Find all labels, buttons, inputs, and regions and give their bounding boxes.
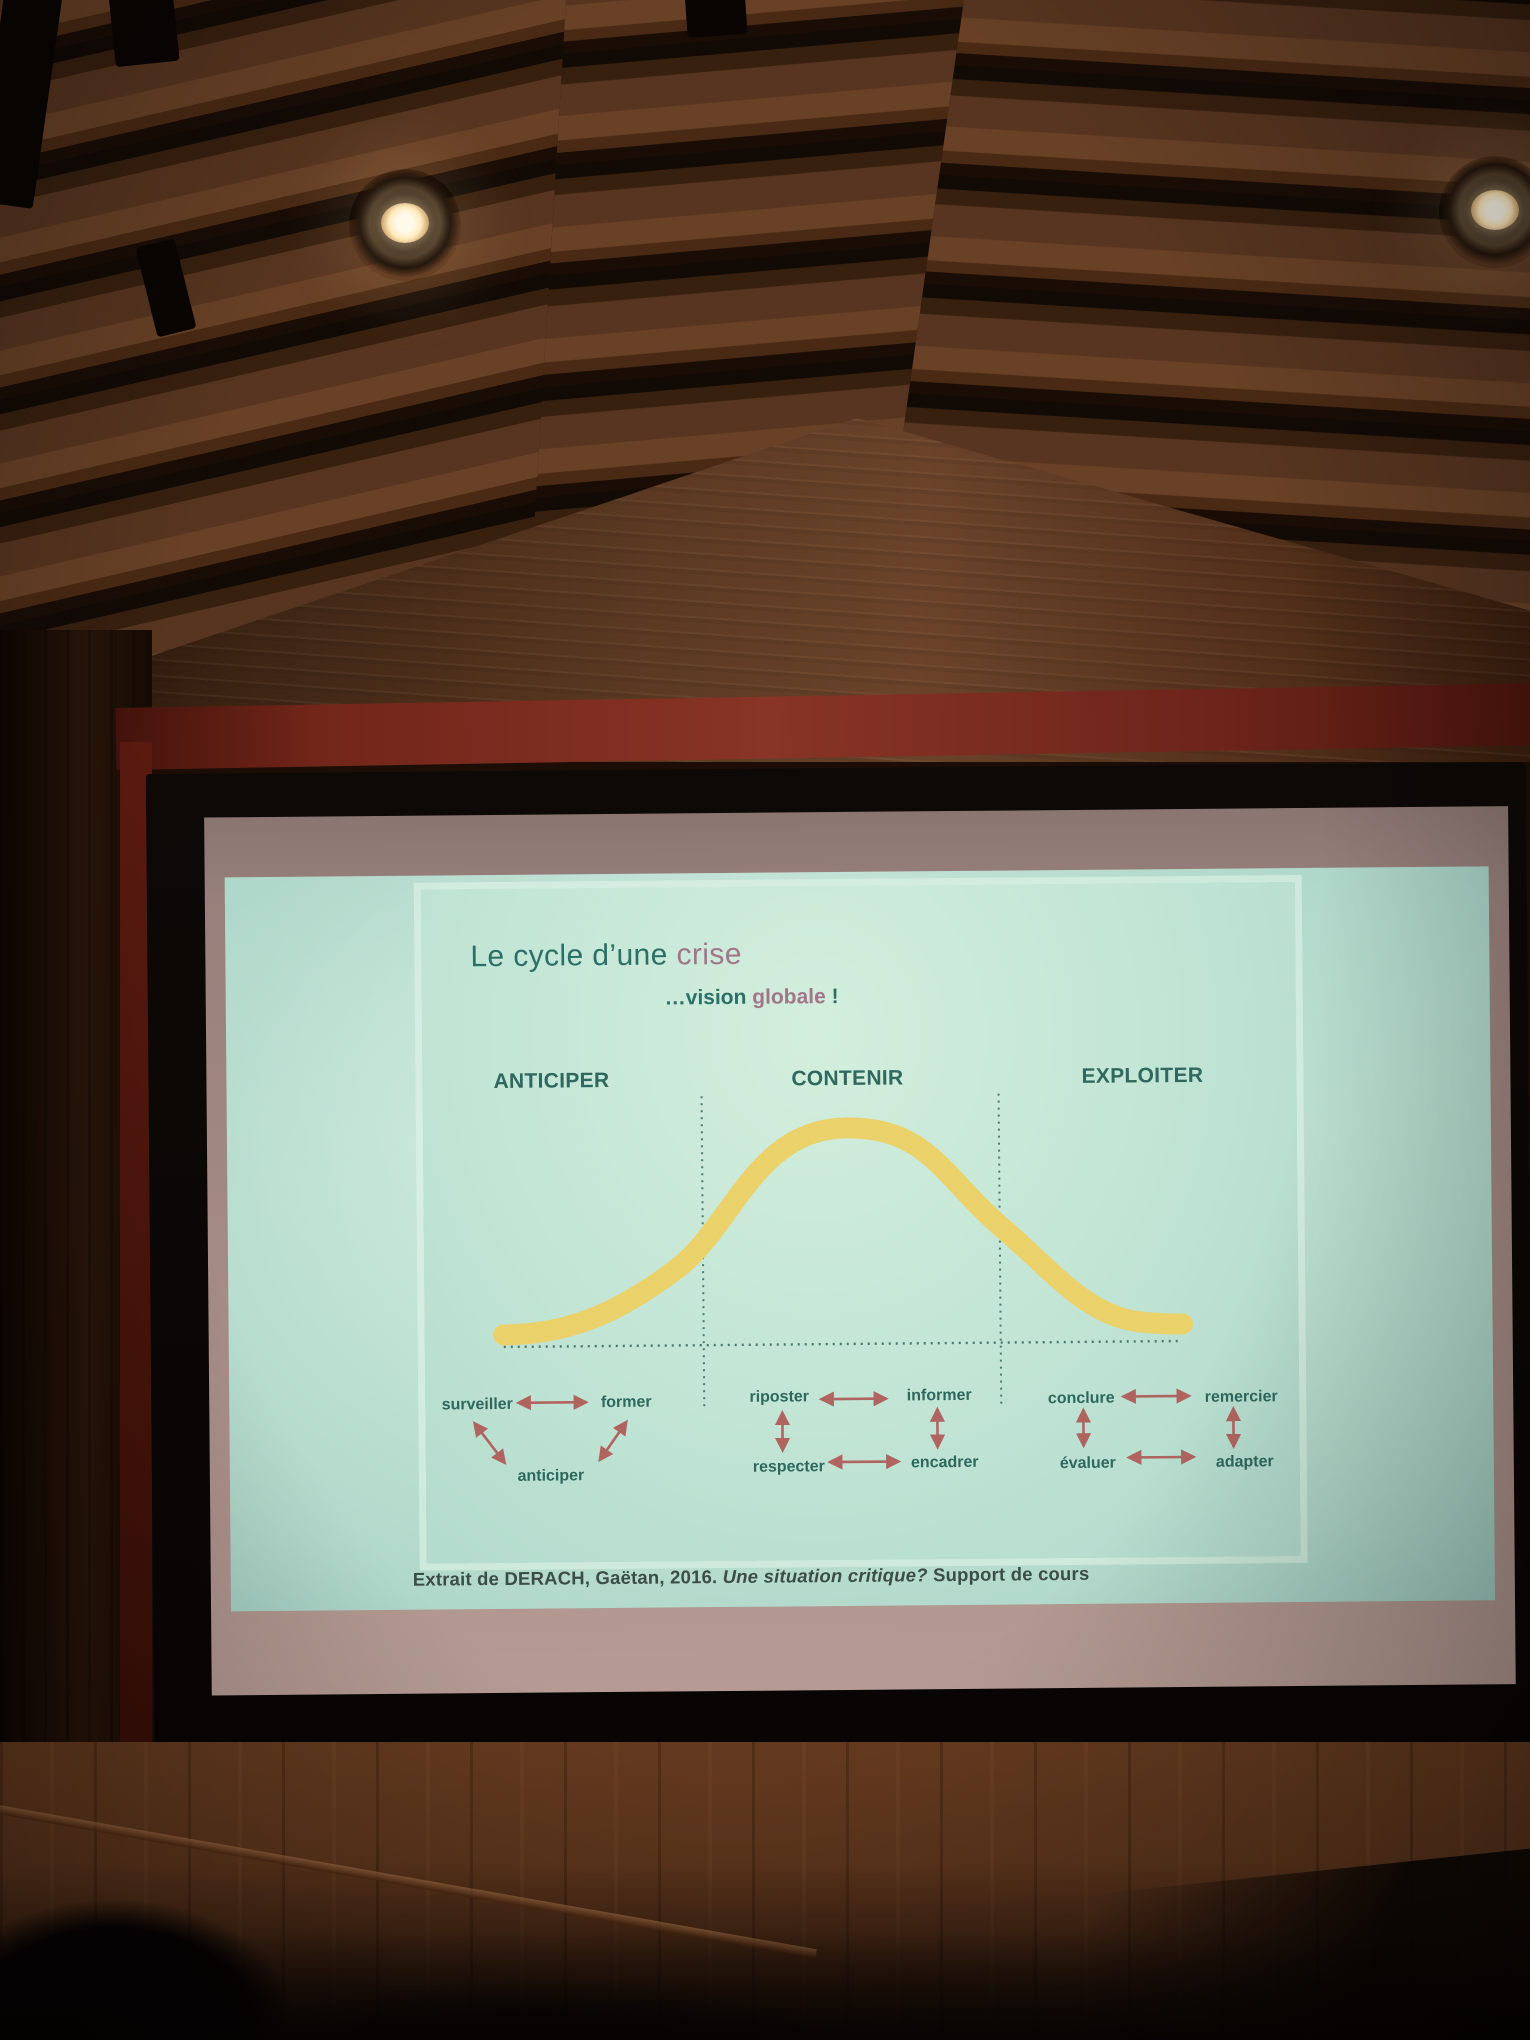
projection-lit-area: Le cycle d’une crise …vision globale ! A…: [224, 866, 1496, 1612]
citation-suffix: Support de cours: [927, 1562, 1090, 1586]
arrow-group: [472, 1388, 1242, 1470]
arrow-respecter-encadrer: [827, 1454, 902, 1470]
word-remercier: remercier: [1204, 1388, 1278, 1406]
arrow-conclure-remercier: [1120, 1388, 1192, 1405]
light-bulb: [381, 203, 429, 243]
word-informer: informer: [906, 1386, 972, 1405]
phase-divider-right: [997, 1093, 1003, 1407]
crisis-cycle-diagram: [472, 1093, 1242, 1470]
word-evaluer: évaluer: [1059, 1454, 1116, 1473]
arrow-evaluer-adapter: [1126, 1449, 1197, 1465]
ceiling-vent: [684, 0, 748, 39]
crisis-curve: [493, 1117, 1194, 1346]
word-surveiller: surveiller: [441, 1395, 513, 1414]
recessed-light-right: [1439, 156, 1530, 268]
curve-baseline: [503, 1339, 1181, 1349]
slide-citation: Extrait de DERACH, Gaëtan, 2016. Une sit…: [413, 1563, 1113, 1591]
bottom-shadow: [0, 1930, 1530, 2040]
presentation-slide: Le cycle d’une crise …vision globale ! A…: [420, 882, 1301, 1564]
word-anticiper: anticiper: [517, 1467, 585, 1485]
word-encadrer: encadrer: [910, 1453, 979, 1472]
citation-italic-title: Une situation critique?: [722, 1564, 928, 1588]
arrow-riposter-informer: [818, 1391, 889, 1407]
wood-ceiling: [0, 0, 1530, 762]
word-conclure: conclure: [1047, 1389, 1115, 1408]
word-adapter: adapter: [1215, 1453, 1274, 1471]
word-riposter: riposter: [749, 1388, 810, 1406]
phase-divider-left: [700, 1096, 706, 1410]
light-bulb: [1471, 190, 1519, 230]
recessed-light-left: [349, 169, 461, 281]
arrow-surveiller-anticiper: [472, 1421, 507, 1465]
arrow-former-anticiper: [598, 1419, 628, 1463]
citation-text: Extrait de DERACH, Gaëtan, 2016.: [412, 1566, 723, 1590]
screen-bezel: Le cycle d’une crise …vision globale ! A…: [145, 761, 1530, 1755]
word-former: former: [600, 1393, 652, 1412]
ceiling-vent: [108, 0, 180, 68]
word-respecter: respecter: [752, 1458, 825, 1476]
arrow-surveiller-former: [515, 1394, 589, 1411]
